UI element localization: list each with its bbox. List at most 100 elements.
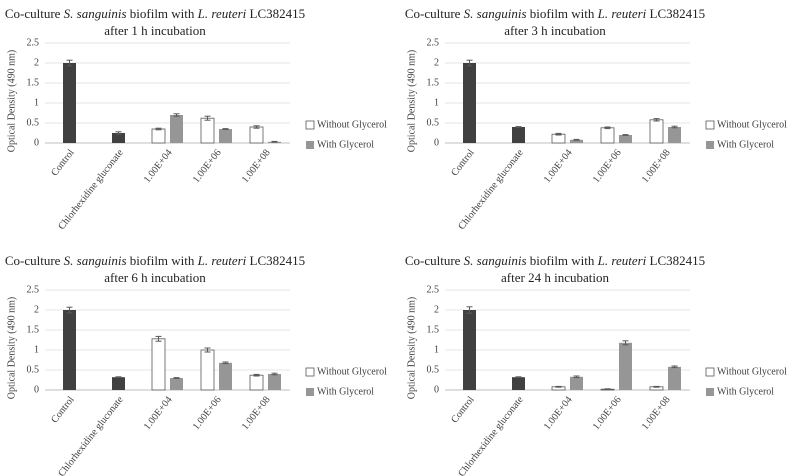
title-part: L. reuteri (597, 6, 647, 21)
bar (570, 376, 583, 390)
x-tick-label: 1.00E+08 (240, 394, 273, 432)
y-tick-label: 1 (34, 97, 39, 108)
bar (570, 139, 583, 143)
title-part: LC382415 (646, 253, 705, 268)
error-bar (515, 126, 522, 128)
error-bar (466, 306, 473, 314)
chart-subtitle: after 1 h incubation (104, 23, 206, 38)
error-bar (555, 385, 562, 388)
error-bar (271, 140, 278, 143)
x-tick-label: 1.00E+06 (591, 147, 624, 185)
error-bar (622, 340, 629, 346)
error-bar (671, 365, 678, 369)
bar (512, 127, 525, 143)
chart-panel: Co-culture S. sanguinis biofilm with L. … (405, 6, 787, 232)
x-tick-label: Control (49, 394, 77, 425)
error-bar (622, 134, 629, 136)
title-part: Co-culture (405, 6, 464, 21)
error-bar (671, 125, 678, 129)
x-tick-label: 1.00E+06 (191, 147, 224, 185)
legend-label: With Glycerol (317, 386, 374, 397)
bar (249, 374, 264, 391)
error-bar (653, 385, 660, 388)
error-bar (222, 128, 229, 130)
error-bar (155, 335, 162, 342)
error-bar (173, 113, 180, 117)
error-bar (604, 126, 611, 130)
bar (170, 378, 183, 390)
chart-subtitle: after 3 h incubation (504, 23, 606, 38)
y-tick-label: 0 (34, 137, 39, 148)
legend-swatch (305, 367, 315, 377)
y-tick-label: 0.5 (427, 364, 440, 375)
bar (63, 310, 76, 390)
legend-swatch (706, 141, 714, 149)
x-tick-label: Control (449, 394, 477, 425)
error-bar (271, 372, 278, 376)
legend-label: Without Glycerol (717, 119, 787, 130)
bar (200, 117, 215, 144)
bar (112, 377, 125, 390)
error-bar (66, 306, 73, 314)
error-bar (66, 59, 73, 67)
error-bar (573, 138, 580, 141)
bar (170, 115, 183, 143)
title-part: LC382415 (246, 6, 305, 21)
y-tick-label: 2 (34, 304, 39, 315)
y-tick-label: 0.5 (27, 364, 40, 375)
title-part: Co-culture (5, 6, 64, 21)
legend-swatch (306, 388, 314, 396)
x-tick-label: 1.00E+04 (542, 394, 575, 432)
title-part: S. sanguinis (464, 253, 527, 268)
y-tick-label: 0.5 (27, 117, 40, 128)
bar (463, 63, 476, 143)
y-tick-label: 2 (34, 57, 39, 68)
chart-panel: Co-culture S. sanguinis biofilm with L. … (5, 253, 387, 476)
error-bar (653, 118, 660, 122)
error-bar (173, 377, 180, 379)
bar (151, 338, 166, 391)
legend-swatch (705, 120, 715, 130)
chart-subtitle: after 24 h incubation (501, 270, 609, 285)
bar (512, 377, 525, 390)
error-bar (204, 115, 211, 121)
y-tick-label: 0 (34, 384, 39, 395)
error-bar (515, 376, 522, 379)
x-tick-label: 1.00E+04 (542, 147, 575, 185)
y-tick-label: 1.5 (27, 324, 40, 335)
title-part: Co-culture (5, 253, 64, 268)
error-bar (555, 132, 562, 136)
x-tick-label: 1.00E+06 (591, 394, 624, 432)
legend-label: Without Glycerol (717, 366, 787, 377)
x-tick-label: Control (49, 147, 77, 178)
title-part: biofilm with (127, 6, 198, 21)
bar (151, 128, 166, 144)
y-tick-label: 1.5 (27, 77, 40, 88)
y-tick-label: 1 (434, 344, 439, 355)
legend-swatch (306, 141, 314, 149)
y-axis-label: Optical Density (490 nm) (6, 50, 17, 152)
error-bar (253, 373, 260, 377)
x-tick-label: Control (449, 147, 477, 178)
title-part: S. sanguinis (464, 6, 527, 21)
legend-label: Without Glycerol (317, 366, 387, 377)
chart-title: Co-culture S. sanguinis biofilm with L. … (405, 6, 705, 21)
y-tick-label: 1.5 (427, 77, 440, 88)
title-part: L. reuteri (597, 253, 647, 268)
y-tick-label: 2.5 (27, 284, 40, 295)
y-tick-label: 2 (434, 57, 439, 68)
x-tick-label: 1.00E+04 (142, 394, 175, 432)
y-tick-label: 1.5 (427, 324, 440, 335)
title-part: L. reuteri (197, 6, 247, 21)
y-tick-label: 2.5 (427, 37, 440, 48)
x-tick-label: 1.00E+08 (640, 394, 673, 432)
legend-label: With Glycerol (717, 386, 774, 397)
title-part: LC382415 (646, 6, 705, 21)
bar (649, 119, 664, 144)
legend-swatch (705, 367, 715, 377)
error-bar (222, 361, 229, 365)
chart-panel: Co-culture S. sanguinis biofilm with L. … (5, 6, 387, 232)
legend-swatch (305, 120, 315, 130)
title-part: L. reuteri (197, 253, 247, 268)
